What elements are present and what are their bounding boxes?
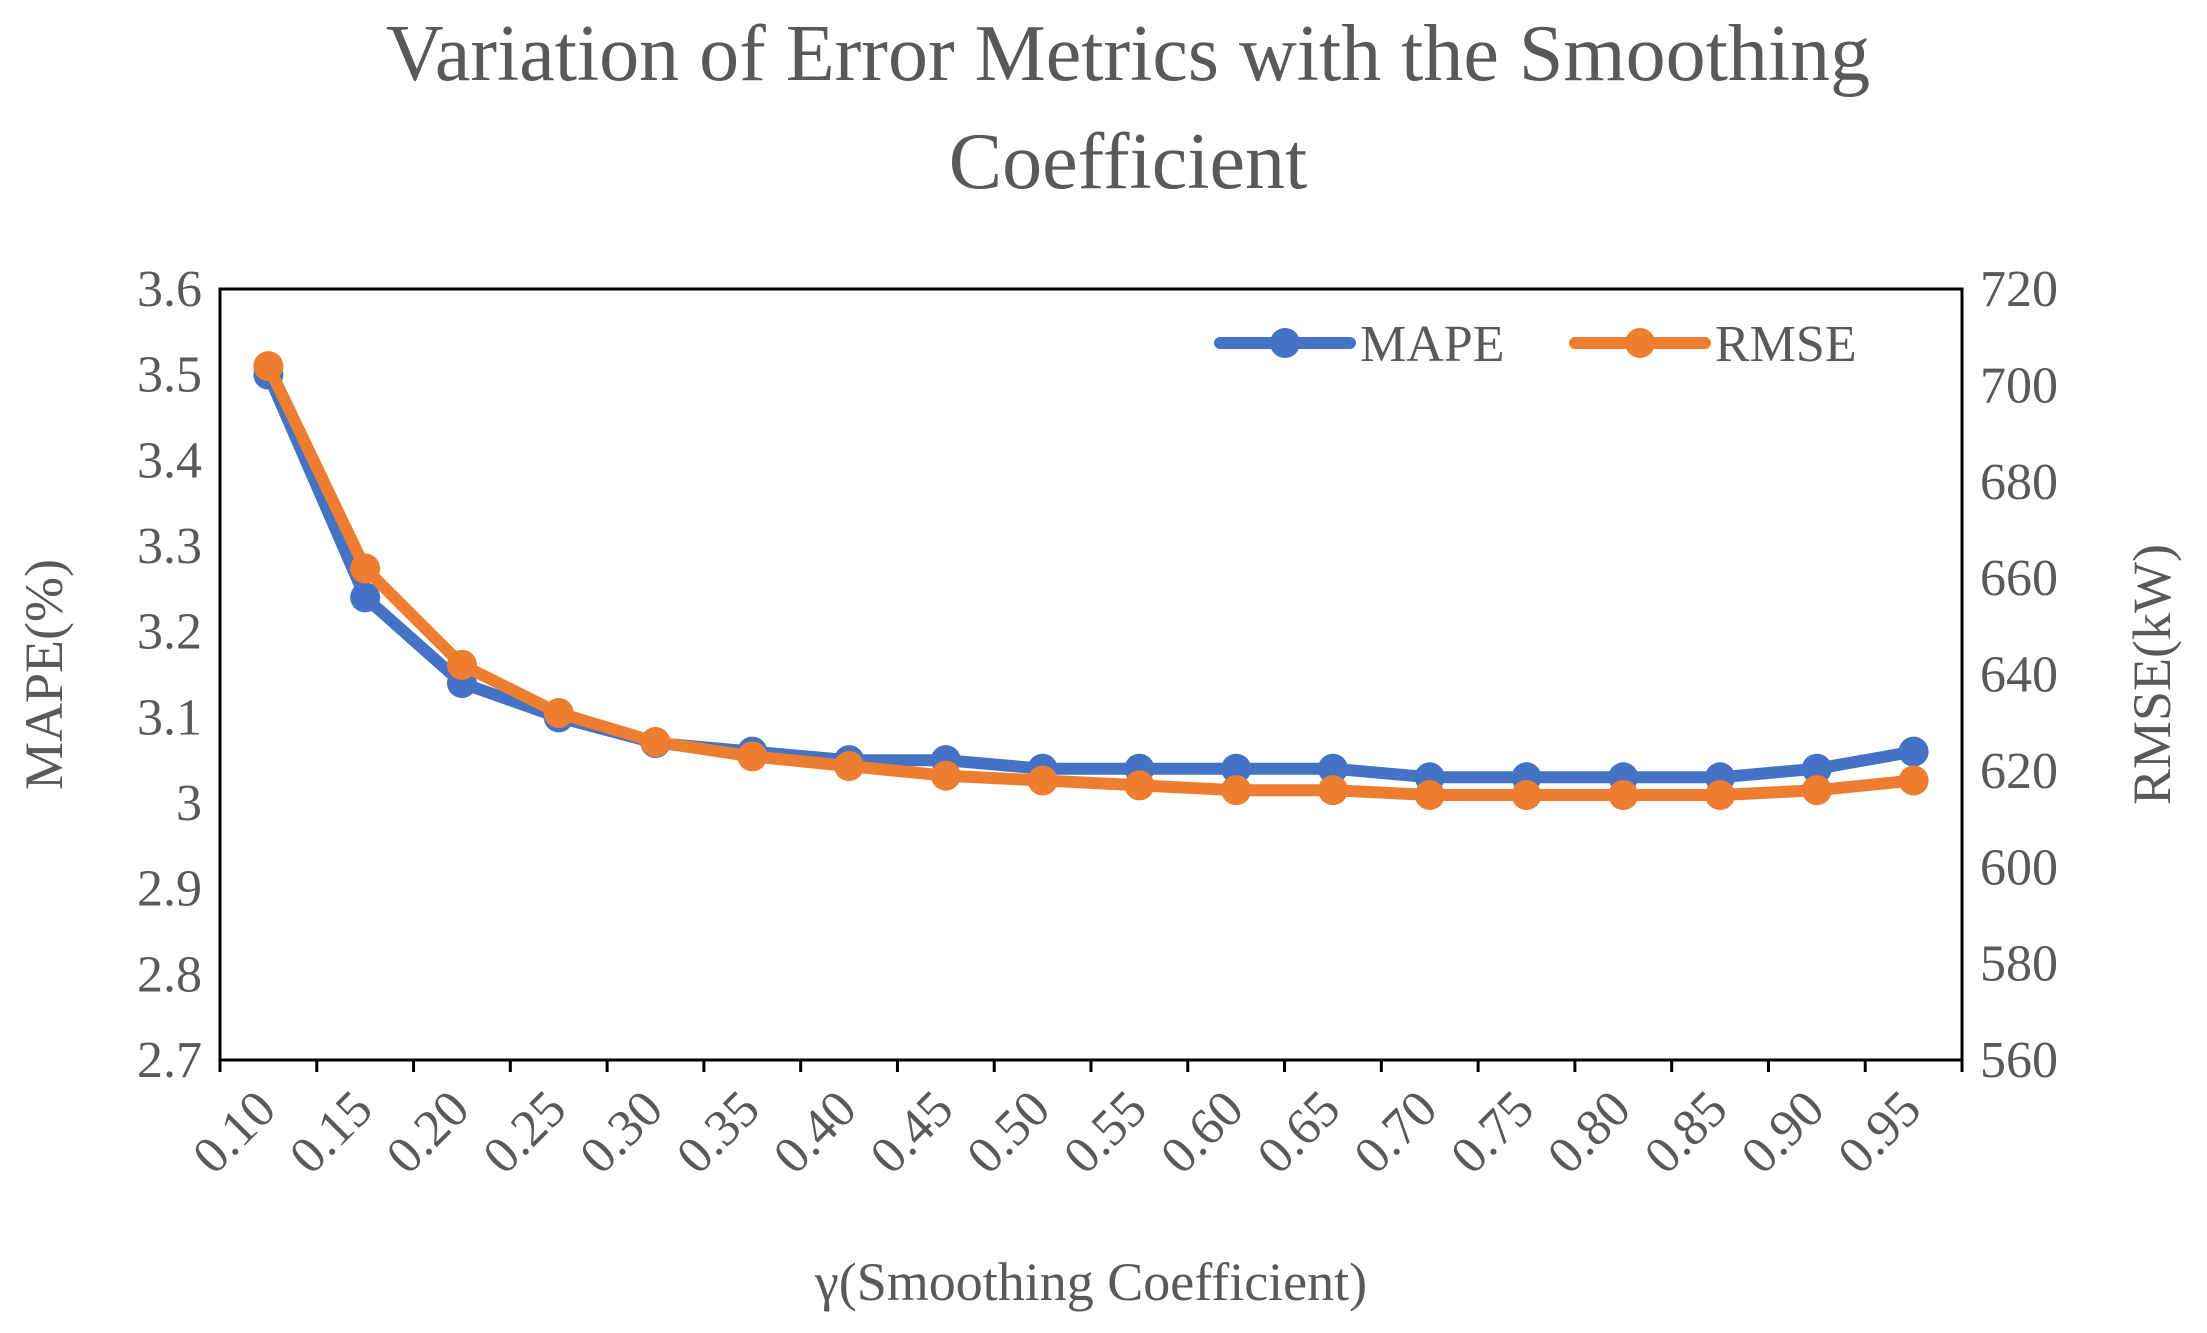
data-point-mape xyxy=(1221,753,1252,784)
chart-title: Variation of Error Metrics with the Smoo… xyxy=(386,10,1870,206)
series-rmse xyxy=(253,351,1929,810)
left-tick-label: 3.3 xyxy=(137,518,202,575)
data-point-mape xyxy=(1801,753,1832,784)
x-tick-label: 0.60 xyxy=(1150,1080,1255,1185)
x-tick-label: 0.35 xyxy=(666,1080,771,1185)
right-tick-label: 640 xyxy=(1980,647,2058,704)
x-tick-label: 0.50 xyxy=(956,1080,1061,1185)
left-tick-label: 3.5 xyxy=(137,347,202,404)
legend-swatch-marker xyxy=(1270,328,1300,358)
right-tick-label: 700 xyxy=(1980,357,2058,414)
data-point-mape xyxy=(1898,736,1929,767)
data-point-rmse xyxy=(834,751,865,782)
data-point-rmse xyxy=(1608,779,1639,810)
legend: MAPE RMSE xyxy=(1214,316,1857,373)
chart-title-line: Coefficient xyxy=(949,118,1307,206)
legend-label: MAPE xyxy=(1360,316,1504,373)
x-tick-label: 0.15 xyxy=(279,1080,384,1185)
x-tick-label: 0.25 xyxy=(473,1080,578,1185)
data-point-rmse xyxy=(1511,779,1542,810)
legend-label: RMSE xyxy=(1715,316,1857,373)
data-point-rmse xyxy=(1221,775,1252,806)
right-tick-label: 720 xyxy=(1980,261,2058,318)
series-mape xyxy=(253,359,1929,793)
data-point-rmse xyxy=(350,553,381,584)
legend-item-mape: MAPE xyxy=(1214,316,1504,373)
left-tick-label: 2.8 xyxy=(137,946,202,1003)
right-tick-label: 660 xyxy=(1980,550,2058,607)
left-tick-label: 2.9 xyxy=(137,861,202,918)
data-point-rmse xyxy=(543,698,574,729)
data-point-rmse xyxy=(1317,775,1348,806)
data-point-rmse xyxy=(930,760,961,791)
left-tick-label: 3.4 xyxy=(137,432,202,489)
x-axis-title: γ(Smoothing Coefficient) xyxy=(814,1252,1367,1312)
chart-title-line: Variation of Error Metrics with the Smoo… xyxy=(386,10,1870,98)
right-tick-label: 620 xyxy=(1980,743,2058,800)
series-line-mape xyxy=(262,368,1920,784)
data-point-rmse xyxy=(640,726,671,757)
legend-swatch-marker xyxy=(1625,328,1655,358)
left-tick-label: 3.2 xyxy=(137,604,202,661)
data-point-rmse xyxy=(737,741,768,772)
left-tick-label: 3.1 xyxy=(137,689,202,746)
data-point-rmse xyxy=(1124,770,1155,801)
x-tick-label: 0.75 xyxy=(1440,1080,1545,1185)
right-tick-label: 560 xyxy=(1980,1032,2058,1089)
data-point-rmse xyxy=(1705,779,1736,810)
data-point-mape xyxy=(350,582,381,613)
series-line-rmse xyxy=(262,360,1920,801)
data-point-rmse xyxy=(1801,775,1832,806)
x-tick-label: 0.70 xyxy=(1344,1080,1449,1185)
x-tick-label: 0.65 xyxy=(1247,1080,1352,1185)
y-axis-title-right: RMSE(kW) xyxy=(2122,544,2182,805)
right-tick-label: 600 xyxy=(1980,839,2058,896)
left-tick-label: 3.6 xyxy=(137,261,202,318)
x-tick-label: 0.30 xyxy=(569,1080,674,1185)
y-axis-title-left: MAPE(%) xyxy=(14,559,74,790)
x-tick-label: 0.55 xyxy=(1053,1080,1158,1185)
series-layer xyxy=(253,351,1929,810)
x-tick-label: 0.95 xyxy=(1827,1080,1932,1185)
right-tick-label: 680 xyxy=(1980,454,2058,511)
x-tick-label: 0.80 xyxy=(1537,1080,1642,1185)
data-point-rmse xyxy=(1414,779,1445,810)
left-tick-label: 3 xyxy=(176,775,202,832)
legend-item-rmse: RMSE xyxy=(1569,316,1857,373)
data-point-rmse xyxy=(1898,765,1929,796)
x-tick-label: 0.45 xyxy=(860,1080,965,1185)
x-tick-label: 0.90 xyxy=(1731,1080,1836,1185)
x-tick-label: 0.20 xyxy=(376,1080,481,1185)
data-point-rmse xyxy=(446,649,477,680)
x-tick-label: 0.40 xyxy=(763,1080,868,1185)
x-tick-label: 0.85 xyxy=(1634,1080,1739,1185)
left-tick-label: 2.7 xyxy=(137,1032,202,1089)
right-tick-label: 580 xyxy=(1980,936,2058,993)
x-tick-label: 0.10 xyxy=(182,1080,287,1185)
data-point-rmse xyxy=(253,351,284,382)
data-point-rmse xyxy=(1027,765,1058,796)
data-point-mape xyxy=(1317,753,1348,784)
